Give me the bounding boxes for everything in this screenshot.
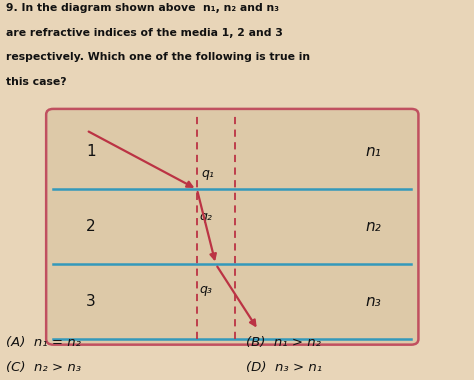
FancyBboxPatch shape xyxy=(46,109,419,345)
Text: n₁: n₁ xyxy=(366,144,382,160)
Text: 9. In the diagram shown above  n₁, n₂ and n₃: 9. In the diagram shown above n₁, n₂ and… xyxy=(6,3,279,13)
Text: q₂: q₂ xyxy=(199,210,212,223)
Text: 2: 2 xyxy=(86,219,96,234)
Text: this case?: this case? xyxy=(6,77,67,87)
Text: 3: 3 xyxy=(86,294,96,309)
Text: 1: 1 xyxy=(86,144,96,160)
Text: (D)  n₃ > n₁: (D) n₃ > n₁ xyxy=(246,361,322,374)
Text: n₂: n₂ xyxy=(366,219,382,234)
Text: n₃: n₃ xyxy=(366,294,382,309)
Text: q₁: q₁ xyxy=(201,167,215,180)
Text: q₃: q₃ xyxy=(199,283,212,296)
Text: respectively. Which one of the following is true in: respectively. Which one of the following… xyxy=(6,52,310,62)
Text: (A)  n₁ = n₂: (A) n₁ = n₂ xyxy=(6,336,81,349)
Text: are refractive indices of the media 1, 2 and 3: are refractive indices of the media 1, 2… xyxy=(6,28,283,38)
Text: (B)  n₁ > n₂: (B) n₁ > n₂ xyxy=(246,336,321,349)
Text: (C)  n₂ > n₃: (C) n₂ > n₃ xyxy=(6,361,81,374)
